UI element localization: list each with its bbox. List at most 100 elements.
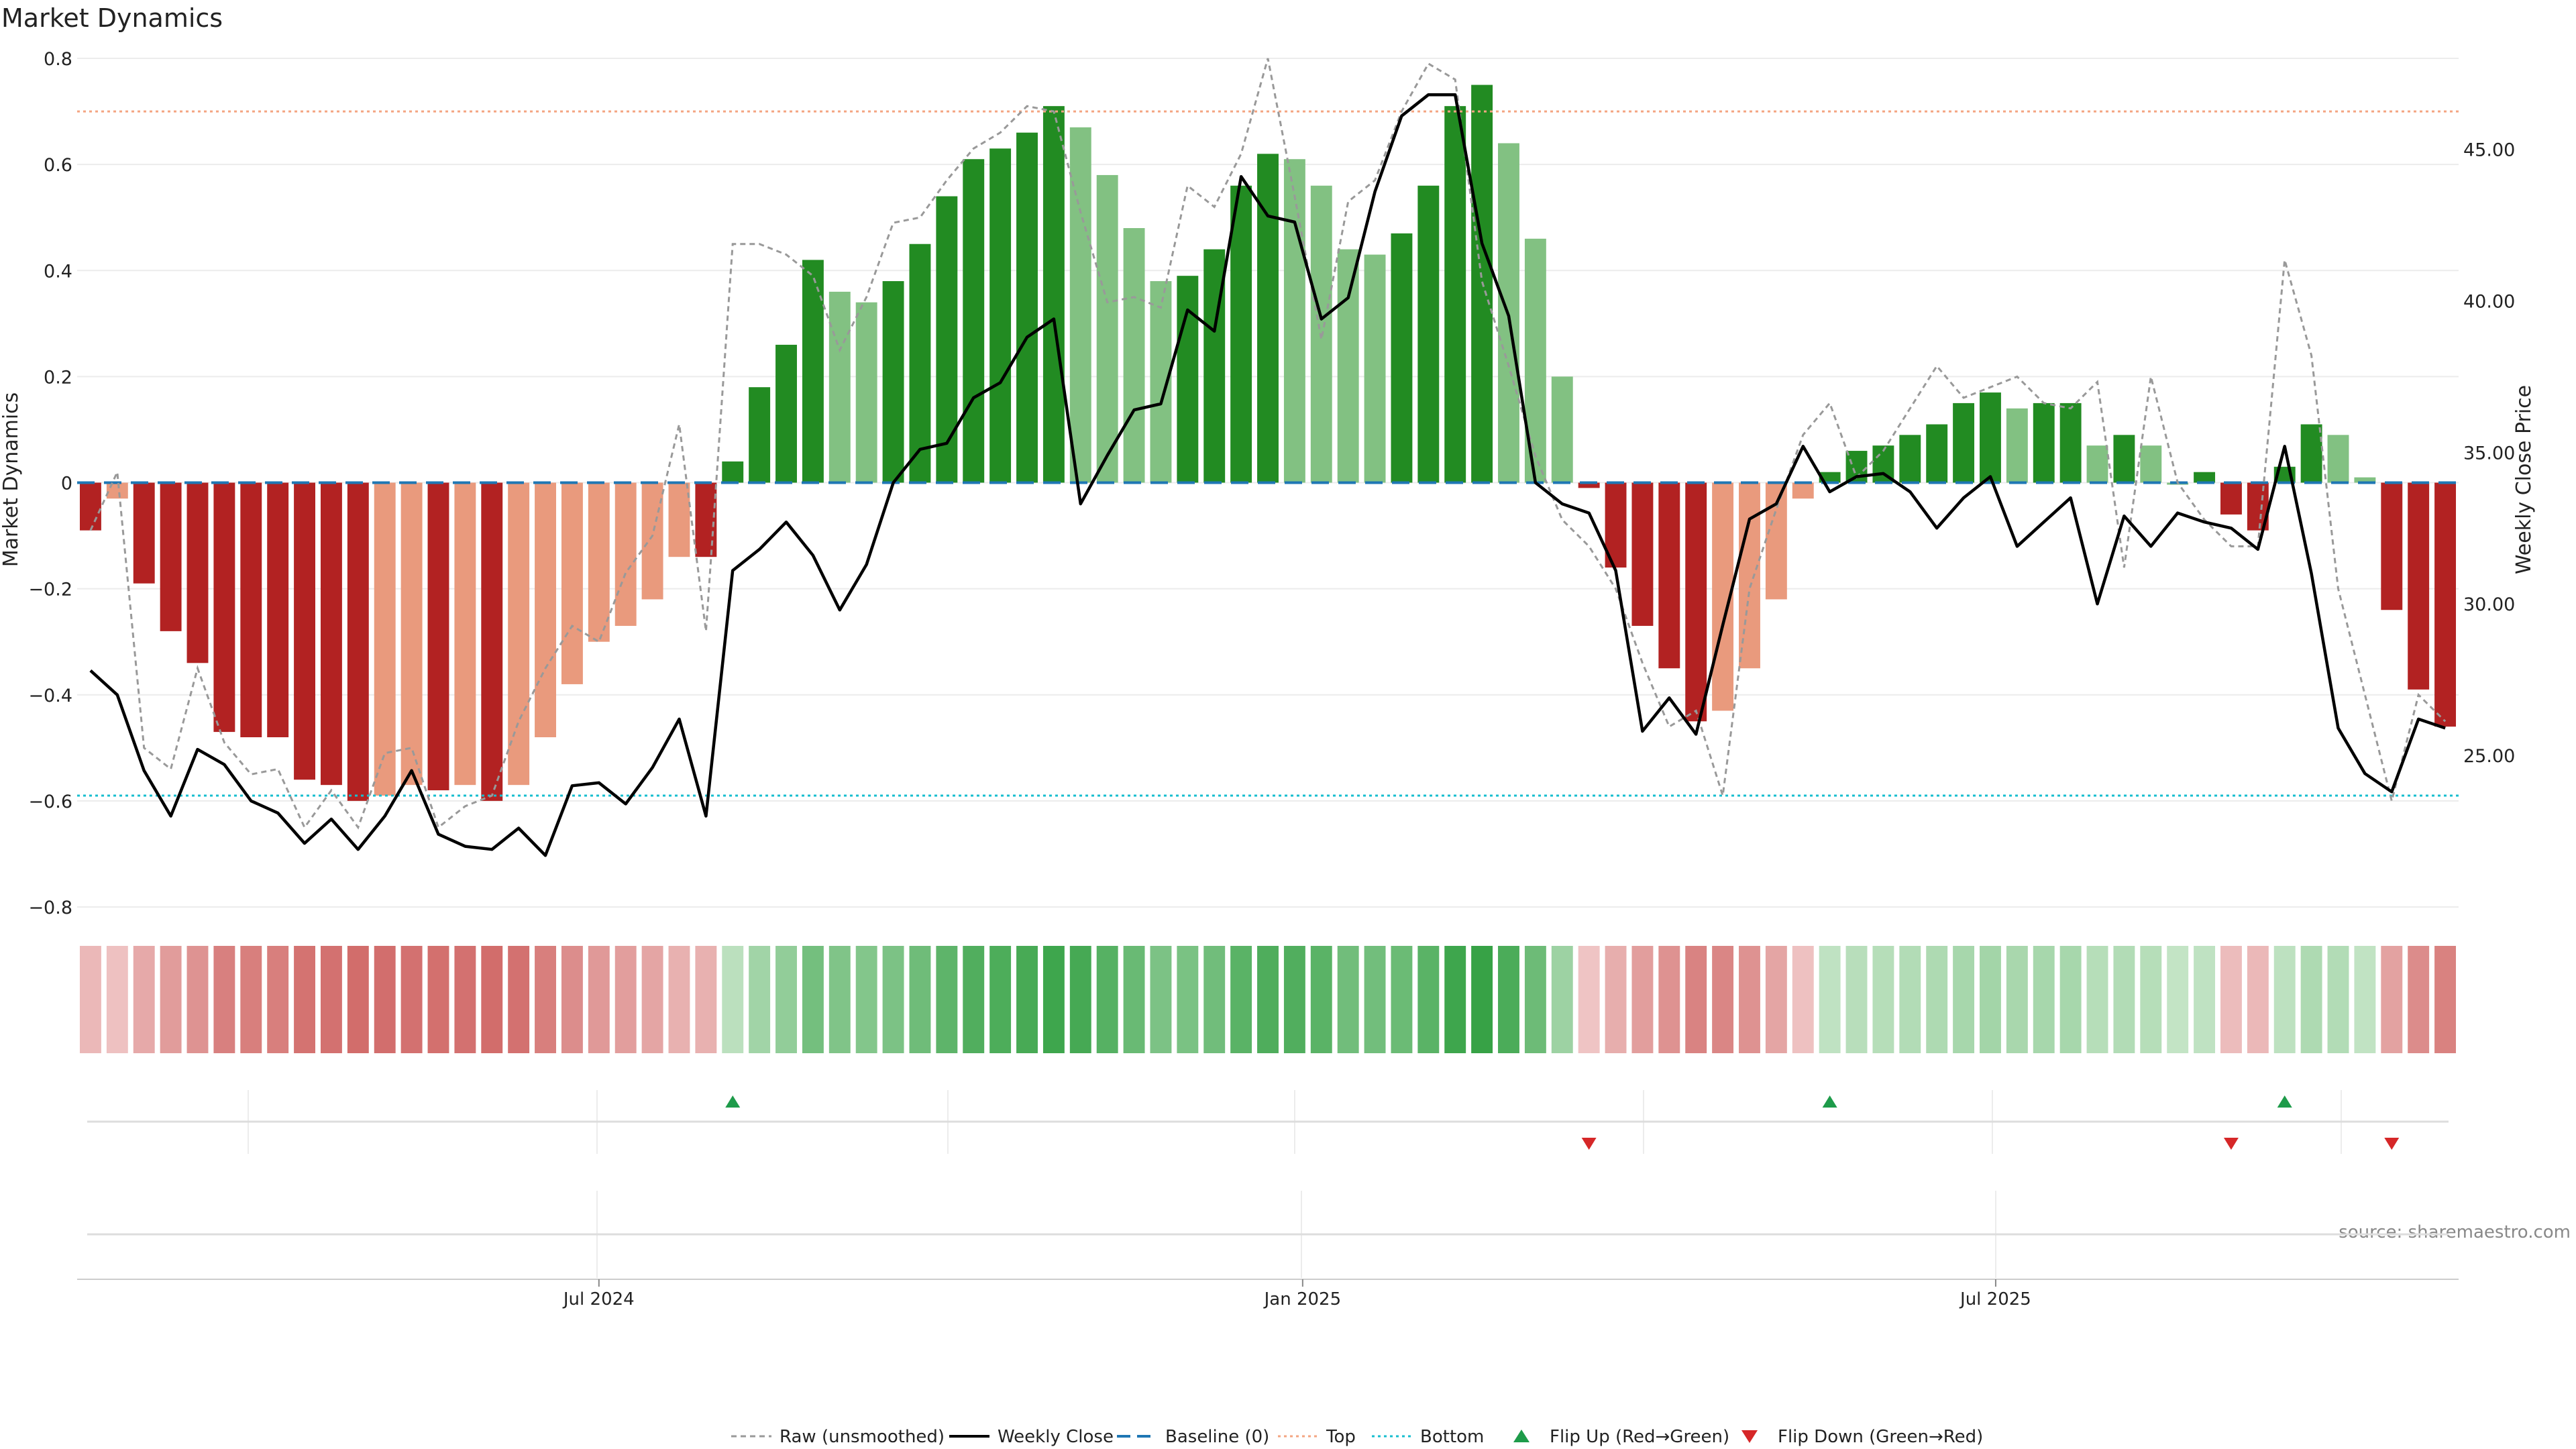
bar [508,482,530,786]
bar [1042,106,1065,483]
legend-label: Baseline (0) [1165,1427,1269,1447]
intensity-cell [2194,946,2216,1053]
legend-label: Bottom [1420,1427,1484,1447]
bar [186,482,209,663]
bar [936,196,958,483]
bar [1123,228,1145,483]
bar [2006,408,2028,483]
intensity-cell [1631,946,1654,1053]
intensity-cell [1417,946,1440,1053]
bar [963,159,985,483]
bar [802,260,824,483]
intensity-cell [1953,946,1975,1053]
bar [2300,424,2322,483]
intensity-cell [508,946,530,1053]
intensity-cell [2033,946,2055,1053]
bar [1551,376,1573,483]
bar [2086,445,2108,483]
bar [79,482,101,531]
bar [160,482,182,631]
intensity-cell [2300,946,2322,1053]
intensity-cell [1819,946,1841,1053]
intensity-cell [2434,946,2457,1053]
legend-swatch [1513,1430,1529,1442]
intensity-cell [2354,946,2376,1053]
bar [400,482,423,786]
intensity-cell [695,946,717,1053]
bar [2140,445,2162,483]
intensity-cell [1016,946,1038,1053]
intensity-cell [1123,946,1145,1053]
intensity-cell [2086,946,2108,1053]
intensity-cell [1658,946,1680,1053]
intensity-cell [1712,946,1734,1053]
intensity-cell [374,946,396,1053]
bar [775,344,797,483]
bar [614,482,637,626]
intensity-cell [2408,946,2430,1053]
bar [2059,402,2082,483]
bar [1524,238,1546,483]
bar [1417,185,1440,483]
intensity-cell [2381,946,2403,1053]
intensity-cell [2220,946,2242,1053]
intensity-cell [1685,946,1707,1053]
intensity-cell [454,946,476,1053]
intensity-cell [1069,946,1091,1053]
flip-up-marker [1822,1095,1837,1108]
chart-title: Market Dynamics [1,3,223,33]
intensity-cell [1337,946,1359,1053]
bar [106,482,128,499]
bar [2408,482,2430,690]
bar [2194,472,2216,483]
intensity-cell [882,946,904,1053]
intensity-cell [1203,946,1226,1053]
intensity-cell [1364,946,1386,1053]
y-tick-right-label: 40.00 [2463,291,2515,312]
y-tick-left-label: −0.6 [28,792,72,812]
intensity-cell [1926,946,1948,1053]
bar [828,291,851,483]
intensity-cell [989,946,1012,1053]
intensity-cell [1498,946,1519,1053]
bar [294,482,315,780]
weekly-close-line [89,93,2446,857]
legend-swatch [1741,1430,1758,1443]
bar [641,482,663,600]
intensity-cell [1524,946,1546,1053]
bar [481,482,503,801]
bar [240,482,262,737]
intensity-cell [2006,946,2028,1053]
y-tick-right-label: 30.00 [2463,594,2515,615]
bar [2354,477,2376,483]
intensity-cell [1605,946,1627,1053]
intensity-strip [79,946,2457,1053]
intensity-cell [668,946,690,1053]
bar [1337,249,1359,483]
intensity-cell [1980,946,2001,1053]
intensity-cell [1283,946,1305,1053]
x-tick-label: Jan 2025 [1263,1289,1342,1309]
x-tick-label: Jul 2024 [562,1289,635,1309]
intensity-cell [240,946,262,1053]
intensity-cell [2113,946,2135,1053]
y-tick-left-label: 0.4 [44,261,72,282]
intensity-cell [855,946,877,1053]
y-tick-right-label: 45.00 [2463,140,2515,161]
legend-label: Weekly Close [998,1427,1114,1447]
legend-item: Bottom [1372,1427,1484,1447]
flip-down-marker [1581,1138,1597,1150]
bar [1685,482,1707,722]
legend-label: Flip Up (Red→Green) [1550,1427,1729,1447]
bar [1230,185,1252,483]
source-note: source: sharemaestro.com [2339,1222,2571,1242]
intensity-cell [1444,946,1466,1053]
market-dynamics-bars [79,85,2457,801]
flip-down-marker [2223,1138,2239,1150]
intensity-cell [561,946,583,1053]
intensity-cell [1471,946,1493,1053]
intensity-cell [427,946,449,1053]
bar [1364,254,1386,483]
bar [1391,233,1413,483]
intensity-cell [1310,946,1332,1053]
